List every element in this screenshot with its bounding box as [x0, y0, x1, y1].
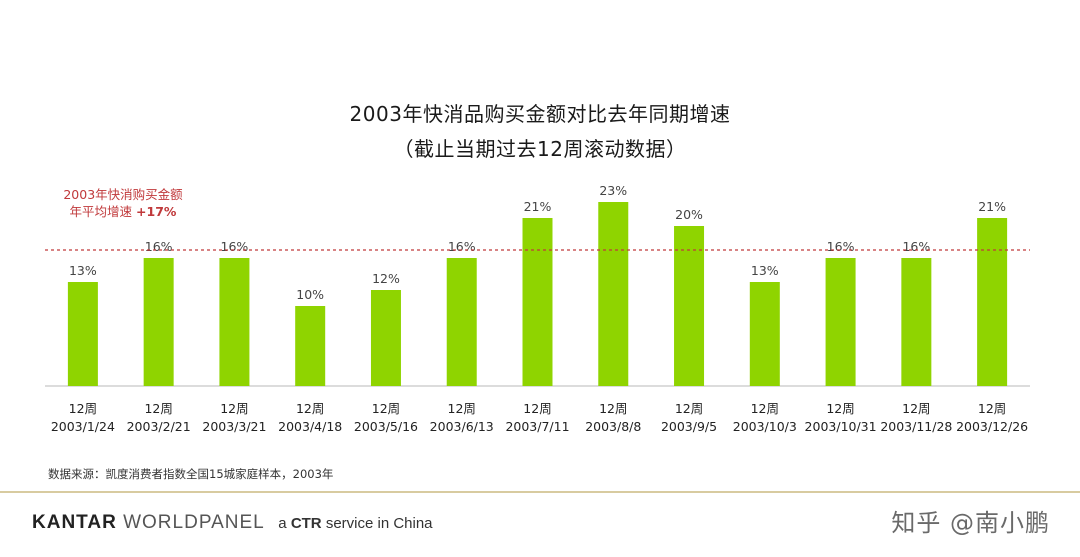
average-label-prefix: 年平均增速 [69, 204, 133, 219]
average-growth-annotation: 2003年快消购买金额 年平均增速 +17% [48, 186, 198, 220]
x-tick-label-period-13: 12周 [978, 401, 1006, 416]
x-tick-label-period-4: 12周 [296, 401, 324, 416]
bar-6 [446, 258, 477, 386]
x-tick-label-date-2: 2003/2/21 [127, 419, 191, 434]
zhihu-watermark: 知乎 @南小鹏 [891, 509, 1050, 537]
data-label-13: 21% [978, 199, 1006, 214]
x-tick-label-date-9: 2003/9/5 [661, 419, 717, 434]
x-tick-label-date-3: 2003/3/21 [202, 419, 266, 434]
bar-2 [143, 258, 174, 386]
tagline-ctr: CTR [290, 515, 322, 532]
x-tick-label-period-7: 12周 [523, 401, 551, 416]
x-tick-label-date-1: 2003/1/24 [51, 419, 115, 434]
bar-3 [219, 258, 250, 386]
x-tick-label-date-4: 2003/4/18 [278, 419, 342, 434]
average-label-line2: 年平均增速 +17% [48, 203, 198, 220]
footer-divider [0, 491, 1080, 493]
data-source-note: 数据来源：凯度消费者指数全国15城家庭样本，2003年 [48, 467, 334, 481]
bar-5 [370, 290, 401, 386]
data-label-6: 16% [448, 239, 476, 254]
data-label-10: 13% [751, 263, 779, 278]
data-label-5: 12% [372, 271, 400, 286]
data-label-2: 16% [145, 239, 173, 254]
chart-subtitle: （截止当期过去12周滚动数据） [393, 137, 687, 161]
bar-9 [674, 226, 705, 386]
x-tick-label-period-12: 12周 [902, 401, 930, 416]
x-tick-label-period-3: 12周 [220, 401, 248, 416]
data-label-4: 10% [296, 287, 324, 302]
x-tick-label-date-12: 2003/11/28 [880, 419, 952, 434]
x-tick-label-date-11: 2003/10/31 [805, 419, 877, 434]
bar-13 [977, 218, 1008, 386]
x-tick-label-date-7: 2003/7/11 [505, 419, 569, 434]
average-label-value: +17% [136, 204, 177, 219]
x-tick-label-period-5: 12周 [372, 401, 400, 416]
x-tick-label-date-5: 2003/5/16 [354, 419, 418, 434]
bar-1 [67, 282, 98, 386]
data-label-9: 20% [675, 207, 703, 222]
data-label-7: 21% [524, 199, 552, 214]
x-tick-label-period-1: 12周 [69, 401, 97, 416]
x-tick-label-period-6: 12周 [448, 401, 476, 416]
tagline-pre: a [278, 515, 287, 532]
bar-8 [598, 202, 629, 386]
data-label-11: 16% [827, 239, 855, 254]
x-tick-label-date-10: 2003/10/3 [733, 419, 797, 434]
bar-7 [522, 218, 553, 386]
data-label-8: 23% [599, 183, 627, 198]
x-tick-label-date-8: 2003/8/8 [585, 419, 641, 434]
x-tick-label-period-10: 12周 [751, 401, 779, 416]
bar-chart: 13% 12周 2003/1/24 16% 12周 2003/2/21 16% 12周 2003… [45, 183, 1030, 434]
x-tick-label-date-6: 2003/6/13 [430, 419, 494, 434]
x-tick-label-period-9: 12周 [675, 401, 703, 416]
kantar-worldpanel-logo: KANTAR WORLDPANEL a CTR service in China [32, 512, 433, 534]
bar-10 [749, 282, 780, 386]
data-label-1: 13% [69, 263, 97, 278]
bar-11 [825, 258, 856, 386]
x-tick-label-date-13: 2003/12/26 [956, 419, 1028, 434]
x-tick-label-period-8: 12周 [599, 401, 627, 416]
bar-12 [901, 258, 932, 386]
x-tick-label-period-11: 12周 [826, 401, 854, 416]
data-label-3: 16% [221, 239, 249, 254]
brand-tagline: a CTR service in China [278, 515, 432, 532]
brand-kantar: KANTAR [32, 512, 117, 533]
x-tick-label-period-2: 12周 [144, 401, 172, 416]
data-label-12: 16% [902, 239, 930, 254]
brand-worldpanel: WORLDPANEL [123, 512, 265, 533]
bar-4 [295, 306, 326, 386]
chart-title: 2003年快消品购买金额对比去年同期增速 [349, 102, 731, 126]
tagline-post: service in China [325, 515, 433, 532]
average-label-line1: 2003年快消购买金额 [63, 187, 183, 202]
